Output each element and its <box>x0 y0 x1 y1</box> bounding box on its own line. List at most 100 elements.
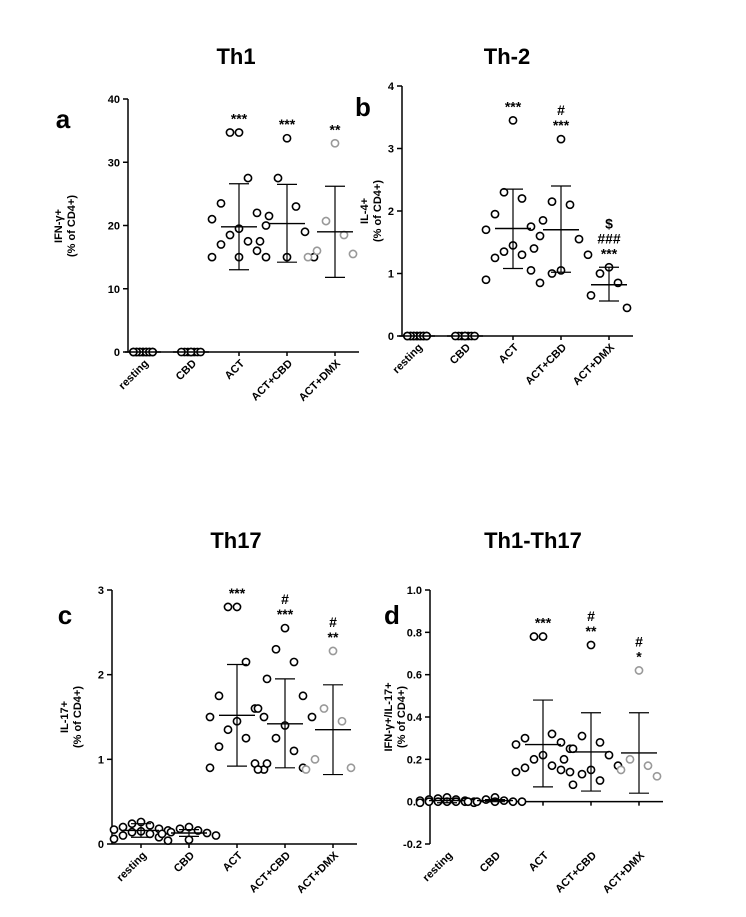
y-tick-label: 1 <box>388 269 394 281</box>
x-tick-label: ACT <box>221 849 246 874</box>
data-point <box>298 691 308 701</box>
x-tick-label: ACT+CBD <box>247 850 293 896</box>
data-point <box>207 214 217 224</box>
data-point <box>490 253 500 263</box>
data-point <box>109 834 119 844</box>
data-point <box>243 236 253 246</box>
significance-label: # <box>329 614 337 630</box>
data-point <box>214 742 224 752</box>
significance-label: *** <box>277 606 294 622</box>
significance-label: *** <box>229 585 246 601</box>
data-point <box>565 767 575 777</box>
data-point <box>261 221 271 230</box>
data-point <box>481 225 491 235</box>
data-point <box>577 769 587 779</box>
significance-label: ### <box>597 230 621 246</box>
x-tick-label: ACT <box>527 849 552 874</box>
y-tick-label: 0 <box>388 331 394 343</box>
significance-label: ** <box>328 629 339 645</box>
panel-title: Th-2 <box>484 44 530 69</box>
data-point <box>291 202 301 211</box>
y-tick-label: 40 <box>108 94 120 106</box>
data-point <box>574 234 584 244</box>
y-tick-label: -0.2 <box>403 839 422 851</box>
y-tick-label: 1.0 <box>407 585 422 597</box>
data-point <box>319 704 329 713</box>
group-act-plus-cbd: *** <box>255 116 319 263</box>
data-point <box>225 230 235 240</box>
x-tick-label: CBD <box>172 850 197 875</box>
data-point <box>157 829 167 839</box>
panel-title: Th17 <box>210 528 261 553</box>
x-tick-label: CBD <box>174 358 199 383</box>
data-point <box>433 797 443 807</box>
x-tick-label: resting <box>421 850 455 884</box>
y-axis-label: IFN-γ+/IL-17+(% of CD4+) <box>383 682 408 751</box>
y-tick-label: 1 <box>98 754 104 766</box>
significance-label: # <box>557 102 565 118</box>
data-point <box>538 215 548 225</box>
y-tick-label: 4 <box>388 81 395 93</box>
data-point <box>273 173 283 183</box>
data-point <box>214 691 224 701</box>
data-point <box>625 754 635 764</box>
data-point <box>616 765 626 775</box>
y-tick-label: 30 <box>108 157 120 169</box>
data-point <box>271 644 281 654</box>
data-point <box>346 763 356 773</box>
x-tick-label: ACT+CBD <box>523 342 569 388</box>
data-point <box>499 247 509 257</box>
data-point <box>424 797 434 807</box>
data-point <box>547 269 557 278</box>
data-point <box>652 771 662 781</box>
y-axis-label: IFN-γ+(% of CD4+) <box>53 195 78 257</box>
data-point <box>622 303 632 313</box>
significance-label: ** <box>330 121 341 137</box>
group-act-plus-dmx: *# <box>616 633 662 794</box>
data-point <box>517 797 527 807</box>
data-point <box>586 640 596 650</box>
data-point <box>145 820 155 830</box>
data-point <box>511 767 521 777</box>
group-act-plus-dmx: ***###$ <box>586 215 632 313</box>
group-act: *** <box>511 615 575 788</box>
data-point <box>205 763 215 773</box>
y-tick-label: 0.4 <box>407 712 423 724</box>
significance-label: ** <box>586 623 597 639</box>
data-point <box>241 733 251 743</box>
data-point <box>415 798 425 808</box>
data-point <box>577 731 587 741</box>
panel-letter: b <box>355 92 371 122</box>
data-point <box>568 780 578 790</box>
panel-title: Th1-Th17 <box>484 528 582 553</box>
x-tick-label: CBD <box>478 850 503 875</box>
data-point <box>451 797 461 807</box>
y-tick-label: 2 <box>388 206 394 218</box>
data-point <box>223 602 233 612</box>
data-point <box>535 231 545 241</box>
group-act-plus-dmx: **# <box>301 614 356 776</box>
y-axis-label-line1: IFN-γ+ <box>53 209 65 243</box>
y-tick-label: 0.8 <box>407 627 422 639</box>
group-act: *** <box>205 585 269 774</box>
data-point <box>205 712 215 722</box>
data-point <box>118 831 128 840</box>
data-point <box>261 252 271 262</box>
data-point <box>145 829 155 839</box>
data-point <box>481 275 491 285</box>
data-point <box>490 209 500 219</box>
x-tick-label: CBD <box>448 342 473 367</box>
group-cbd <box>157 822 221 845</box>
data-point <box>529 632 539 641</box>
data-point <box>547 729 557 739</box>
y-axis-label-line2: (% of CD4+) <box>372 180 384 242</box>
data-point <box>255 236 265 246</box>
data-point <box>252 246 262 256</box>
data-point <box>271 733 281 743</box>
group-act-plus-dmx: ** <box>303 121 358 278</box>
y-axis-label-line2: (% of CD4+) <box>72 686 84 748</box>
panel-letter: d <box>384 600 400 630</box>
